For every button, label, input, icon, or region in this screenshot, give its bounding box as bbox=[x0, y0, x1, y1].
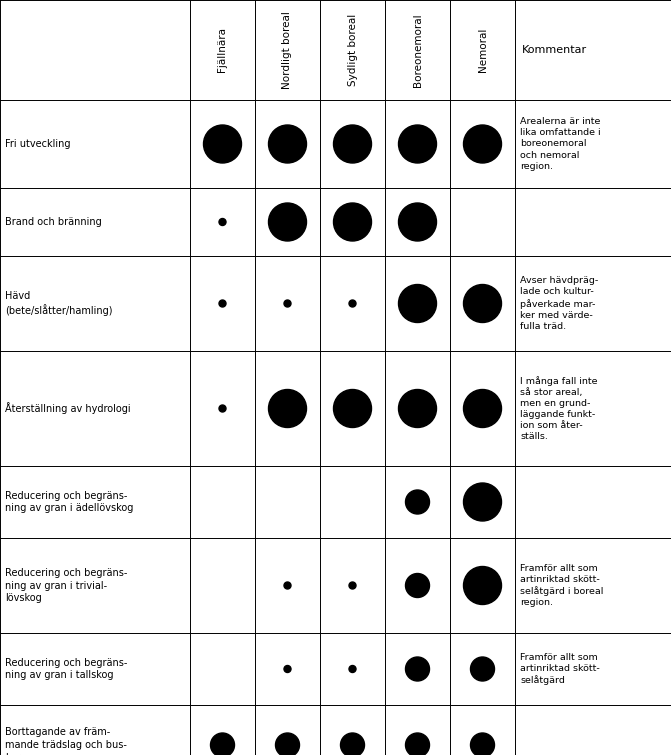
Text: Reducering och begräns-
ning av gran i trivial-
lövskog: Reducering och begräns- ning av gran i t… bbox=[5, 568, 127, 603]
Ellipse shape bbox=[211, 733, 234, 755]
Text: Reducering och begräns-
ning av gran i ädellövskog: Reducering och begräns- ning av gran i ä… bbox=[5, 491, 134, 513]
Ellipse shape bbox=[405, 733, 429, 755]
Text: Framför allt som
artinriktad skött-
selåtgärd: Framför allt som artinriktad skött- selå… bbox=[521, 653, 600, 686]
Text: Boreonemoral: Boreonemoral bbox=[413, 13, 423, 87]
Ellipse shape bbox=[405, 657, 429, 681]
Ellipse shape bbox=[399, 203, 437, 241]
Ellipse shape bbox=[399, 125, 437, 163]
Ellipse shape bbox=[333, 125, 372, 163]
Ellipse shape bbox=[349, 300, 356, 307]
Text: Reducering och begräns-
ning av gran i tallskog: Reducering och begräns- ning av gran i t… bbox=[5, 658, 127, 680]
Text: Sydligt boreal: Sydligt boreal bbox=[348, 14, 358, 86]
Text: Brand och bränning: Brand och bränning bbox=[5, 217, 102, 227]
Ellipse shape bbox=[333, 203, 372, 241]
Ellipse shape bbox=[399, 285, 437, 322]
Ellipse shape bbox=[405, 490, 429, 514]
Ellipse shape bbox=[219, 405, 226, 412]
Ellipse shape bbox=[203, 125, 242, 163]
Text: Arealerna är inte
lika omfattande i
boreonemoral
och nemoral
region.: Arealerna är inte lika omfattande i bore… bbox=[521, 117, 601, 171]
Ellipse shape bbox=[464, 390, 501, 427]
Text: I många fall inte
så stor areal,
men en grund-
läggande funkt-
ion som åter-
stä: I många fall inte så stor areal, men en … bbox=[521, 376, 598, 441]
Ellipse shape bbox=[219, 300, 226, 307]
Ellipse shape bbox=[276, 733, 299, 755]
Ellipse shape bbox=[340, 733, 364, 755]
Ellipse shape bbox=[333, 390, 372, 427]
Text: Borttagande av främ-
mande trädslag och bus-
kar: Borttagande av främ- mande trädslag och … bbox=[5, 727, 127, 755]
Ellipse shape bbox=[464, 483, 501, 521]
Text: Fri utveckling: Fri utveckling bbox=[5, 139, 71, 149]
Ellipse shape bbox=[284, 300, 291, 307]
Ellipse shape bbox=[464, 566, 501, 605]
Ellipse shape bbox=[470, 733, 495, 755]
Ellipse shape bbox=[268, 203, 307, 241]
Ellipse shape bbox=[399, 390, 437, 427]
Text: Avser hävdpräg-
lade och kultur-
påverkade mar-
ker med värde-
fulla träd.: Avser hävdpräg- lade och kultur- påverka… bbox=[521, 276, 599, 331]
Ellipse shape bbox=[405, 574, 429, 597]
Ellipse shape bbox=[349, 582, 356, 589]
Text: Nemoral: Nemoral bbox=[478, 28, 488, 72]
Ellipse shape bbox=[470, 657, 495, 681]
Ellipse shape bbox=[268, 125, 307, 163]
Ellipse shape bbox=[284, 665, 291, 673]
Text: Framför allt som
artinriktad skött-
selåtgärd i boreal
region.: Framför allt som artinriktad skött- selå… bbox=[521, 564, 604, 607]
Text: Hävd
(bete/slåtter/hamling): Hävd (bete/slåtter/hamling) bbox=[5, 291, 113, 316]
Ellipse shape bbox=[268, 390, 307, 427]
Ellipse shape bbox=[464, 285, 501, 322]
Ellipse shape bbox=[464, 125, 501, 163]
Text: Nordligt boreal: Nordligt boreal bbox=[282, 11, 293, 89]
Text: Återställning av hydrologi: Återställning av hydrologi bbox=[5, 402, 131, 414]
Ellipse shape bbox=[349, 665, 356, 673]
Text: Kommentar: Kommentar bbox=[522, 45, 587, 55]
Ellipse shape bbox=[284, 582, 291, 589]
Text: Fjällnära: Fjällnära bbox=[217, 27, 227, 72]
Ellipse shape bbox=[219, 218, 226, 226]
